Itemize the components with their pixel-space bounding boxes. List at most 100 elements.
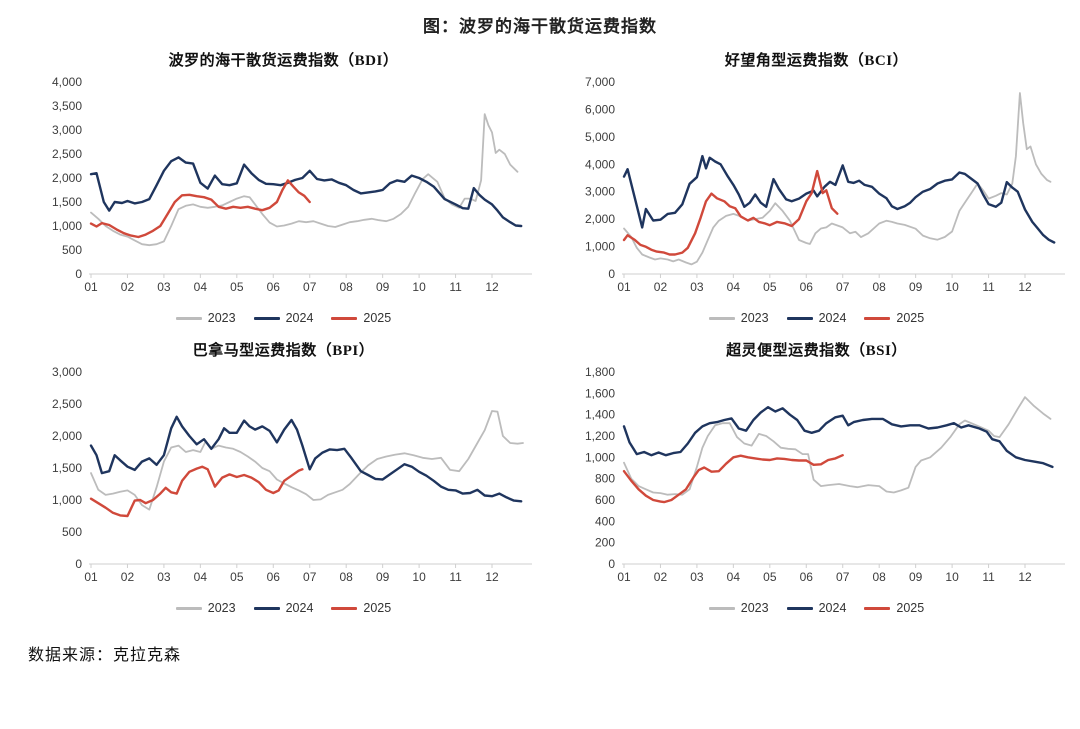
y-tick-label: 3,000 [52,365,82,379]
y-tick-label: 2,000 [52,429,82,443]
x-tick-label: 03 [690,280,704,294]
legend-swatch-2025 [864,316,891,320]
y-tick-label: 7,000 [585,75,615,89]
legend-bpi: 2023 2024 2025 [26,601,541,615]
legend-item-2023: 2023 [708,601,769,615]
x-tick-label: 09 [376,280,390,294]
x-tick-label: 05 [763,280,777,294]
series-2025-line [622,169,839,256]
legend-item-2023: 2023 [708,311,769,325]
legend-item-2025: 2025 [331,311,391,325]
y-tick-label: 800 [595,472,615,486]
legend-bsi: 2023 2024 2025 [559,601,1074,615]
y-tick-label: 1,000 [585,240,615,254]
x-tick-label: 04 [727,570,741,584]
y-tick-label: 1,000 [52,219,82,233]
series-2025-line [622,453,844,504]
y-tick-label: 1,400 [585,408,615,422]
legend-swatch-2025 [331,606,358,610]
y-tick-label: 500 [62,525,82,539]
x-tick-label: 09 [909,570,923,584]
y-tick-label: 1,000 [52,493,82,507]
chart-title-bpi: 巴拿马型运费指数（BPI） [192,343,375,359]
x-tick-label: 09 [376,570,390,584]
legend-item-2023: 2023 [175,311,236,325]
legend-swatch-2025 [331,316,358,320]
y-tick-label: 2,000 [52,171,82,185]
y-tick-label: 0 [75,557,82,571]
x-tick-label: 04 [194,280,208,294]
x-tick-label: 11 [982,570,995,584]
line-chart-bci: 01 02 03 04 05 06 07 08 09 10 11 12 0 1,000 2,000 3,000… [585,75,1065,294]
x-tick-label: 07 [836,280,850,294]
chart-panel-bsi: 超灵便型运费指数（BSI） 01 02 03 04 05 06 07 08 09 10 11 12 0 2… [559,339,1074,615]
y-tick-label: 1,800 [585,365,615,379]
x-tick-label: 12 [1018,570,1032,584]
x-tick-label: 07 [303,570,317,584]
legend-label-2023: 2023 [207,311,236,325]
legend-swatch-2025 [864,606,891,610]
x-tick-label: 06 [267,280,281,294]
chart-title-bdi: 波罗的海干散货运费指数（BDI） [168,53,399,69]
y-tick-label: 2,000 [585,212,615,226]
y-tick-label: 2,500 [52,397,82,411]
charts-grid: 波罗的海干散货运费指数（BDI） 01 02 03 04 05 06 07 08 09 10 11 1… [0,37,1080,615]
y-tick-label: 2,500 [52,147,82,161]
legend-swatch-2024 [253,606,280,610]
page-title: 图：波罗的海干散货运费指数 [423,17,657,36]
y-tick-label: 3,000 [52,123,82,137]
legend-label-2025: 2025 [363,311,392,325]
y-tick-label: 1,200 [585,429,615,443]
chart-title-bsi: 超灵便型运费指数（BSI） [726,343,907,359]
legend-item-2023: 2023 [175,601,236,615]
y-tick-label: 0 [608,557,615,571]
legend-swatch-2023 [175,316,202,320]
x-tick-label: 11 [449,280,462,294]
x-tick-label: 02 [121,280,135,294]
legend-item-2024: 2024 [253,601,313,615]
x-tick-label: 04 [194,570,208,584]
legend-item-2024: 2024 [786,601,847,615]
legend-item-2025: 2025 [864,311,924,325]
y-tick-label: 1,000 [585,450,615,464]
x-tick-label: 08 [873,570,887,584]
x-tick-label: 12 [485,280,499,294]
x-tick-label: 10 [945,280,959,294]
x-tick-label: 03 [157,280,171,294]
line-chart-bdi: 01 02 03 04 05 06 07 08 09 10 11 12 0 500 1,000 1,500 2,… [52,75,532,294]
figure-page: 图：波罗的海干散货运费指数 波罗的海干散货运费指数（BDI） 01 02 03 04 0… [0,17,1080,664]
legend-bdi: 2023 2024 2025 [26,311,541,325]
y-tick-label: 5,000 [585,130,615,144]
legend-label-2023: 2023 [740,311,769,325]
x-tick-label: 06 [800,280,814,294]
y-tick-label: 1,600 [585,386,615,400]
x-tick-label: 06 [267,570,281,584]
y-tick-label: 600 [595,493,615,507]
legend-swatch-2024 [786,316,813,320]
series-2023-line [623,92,1052,266]
legend-label-2023: 2023 [207,601,236,615]
x-tick-label: 12 [1018,280,1032,294]
legend-label-2024: 2024 [818,601,847,615]
x-tick-label: 10 [412,570,426,584]
y-tick-label: 400 [595,514,615,528]
legend-swatch-2023 [708,316,735,320]
x-tick-label: 03 [690,570,704,584]
y-tick-label: 500 [62,243,82,257]
series-2024-line [89,415,523,503]
x-tick-label: 10 [412,280,426,294]
x-tick-label: 01 [84,570,98,584]
x-tick-label: 09 [909,280,923,294]
series-2024-line [89,156,523,228]
x-tick-label: 07 [303,280,317,294]
x-tick-label: 01 [617,280,631,294]
chart-panel-bpi: 巴拿马型运费指数（BPI） 01 02 03 04 05 06 07 08 09 10 11 12 0 5… [26,339,541,615]
x-tick-label: 05 [230,280,244,294]
y-tick-label: 200 [595,536,615,550]
x-tick-label: 03 [157,570,171,584]
y-tick-label: 1,500 [52,461,82,475]
x-tick-label: 07 [836,570,850,584]
y-tick-label: 4,000 [52,75,82,89]
x-tick-label: 08 [340,570,354,584]
series-2023-line [90,410,524,511]
